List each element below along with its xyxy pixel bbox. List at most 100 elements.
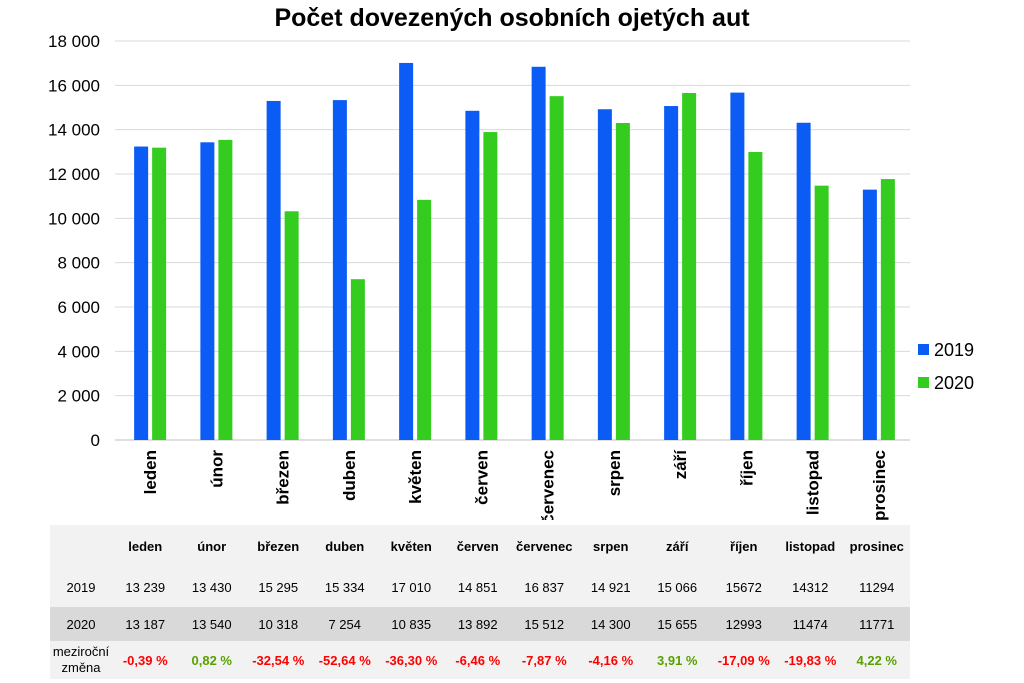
bar-2019-srpen xyxy=(597,109,612,441)
bar-2020-září xyxy=(682,92,697,440)
x-tick-label: květen xyxy=(406,450,425,504)
change-label-line2: změna xyxy=(61,660,101,675)
x-tick-label: leden xyxy=(141,450,160,494)
table-header-cell: březen xyxy=(245,525,312,567)
bar-2019-září xyxy=(664,106,679,441)
table-cell: 2020 xyxy=(50,607,112,641)
table-cell: 14 921 xyxy=(577,567,644,607)
y-tick-label: 12 000 xyxy=(48,165,100,184)
bar-2020-červenec xyxy=(549,96,564,440)
bar-2019-únor xyxy=(200,142,215,440)
table-cell: 15672 xyxy=(710,567,777,607)
change-cell: -4,16 % xyxy=(577,641,644,679)
change-cell: -36,30 % xyxy=(378,641,445,679)
y-tick-label: 10 000 xyxy=(48,209,100,228)
change-cell: 0,82 % xyxy=(178,641,245,679)
bar-2020-červen xyxy=(483,132,498,440)
y-tick-label: 4 000 xyxy=(57,342,100,361)
table-cell: 11294 xyxy=(843,567,910,607)
x-tick-label: listopad xyxy=(804,450,823,515)
table-cell: 12993 xyxy=(710,607,777,641)
x-tick-label: březen xyxy=(274,450,293,505)
legend-swatch-2020 xyxy=(918,377,929,388)
x-tick-label: červenec xyxy=(539,450,558,520)
table-cell: 15 655 xyxy=(644,607,711,641)
table-cell: 13 187 xyxy=(112,607,179,641)
table-header-cell: únor xyxy=(178,525,245,567)
bar-2019-leden xyxy=(134,146,149,440)
gridlines xyxy=(115,40,910,441)
table-cell: 16 837 xyxy=(511,567,578,607)
change-cell: -6,46 % xyxy=(444,641,511,679)
table-cell: 13 430 xyxy=(178,567,245,607)
bar-2020-prosinec xyxy=(880,179,895,440)
x-tick-label: červen xyxy=(472,450,491,505)
table-header-cell: červen xyxy=(444,525,511,567)
table-header-cell: září xyxy=(644,525,711,567)
table-row-2019: 2019 13 239 13 430 15 295 15 334 17 010 14 851… xyxy=(50,567,910,607)
table-header-cell: prosinec xyxy=(843,525,910,567)
table-cell: 15 334 xyxy=(311,567,378,607)
y-tick-label: 14 000 xyxy=(48,121,100,140)
table-cell: 14312 xyxy=(777,567,844,607)
x-tick-label: únor xyxy=(207,450,226,488)
change-row-label: meziroční změna xyxy=(50,641,112,679)
table-cell: 14 851 xyxy=(444,567,511,607)
table-header-cell: leden xyxy=(112,525,179,567)
table-header-cell: duben xyxy=(311,525,378,567)
x-tick-label: duben xyxy=(340,450,359,501)
bar-2020-srpen xyxy=(615,123,630,441)
table-header-cell: červenec xyxy=(511,525,578,567)
change-cell: 3,91 % xyxy=(644,641,711,679)
legend-swatch-2019 xyxy=(918,344,929,355)
table-cell: 13 892 xyxy=(444,607,511,641)
bar-2019-červenec xyxy=(531,66,546,440)
y-tick-label: 2 000 xyxy=(57,387,100,406)
bar-2019-duben xyxy=(332,100,347,440)
table-cell: 15 066 xyxy=(644,567,711,607)
change-cell: -0,39 % xyxy=(112,641,179,679)
table-cell: 11474 xyxy=(777,607,844,641)
table-header-cell: listopad xyxy=(777,525,844,567)
change-cell: -52,64 % xyxy=(311,641,378,679)
bar-chart: 0 2 000 4 000 6 000 8 000 10 000 12 000 14 000 1… xyxy=(48,32,974,520)
y-tick-label: 6 000 xyxy=(57,298,100,317)
bar-2020-květen xyxy=(417,199,432,440)
table-cell: 2019 xyxy=(50,567,112,607)
bar-2019-březen xyxy=(266,100,281,441)
table-cell: 13 239 xyxy=(112,567,179,607)
bar-2019-prosinec xyxy=(862,189,877,440)
x-tick-label: říjen xyxy=(737,450,756,486)
y-tick-label: 0 xyxy=(91,431,100,450)
legend-label-2019: 2019 xyxy=(934,340,974,360)
table-cell: 17 010 xyxy=(378,567,445,607)
table-header-cell: květen xyxy=(378,525,445,567)
table-cell: 7 254 xyxy=(311,607,378,641)
table-cell: 13 540 xyxy=(178,607,245,641)
x-axis-ticks: leden únor březen duben květen červen červenec… xyxy=(141,449,889,520)
bar-2020-únor xyxy=(218,139,233,440)
bar-2020-listopad xyxy=(814,185,829,440)
bar-2020-březen xyxy=(284,211,299,440)
table-cell: 10 835 xyxy=(378,607,445,641)
change-cell: 4,22 % xyxy=(843,641,910,679)
change-cell: -32,54 % xyxy=(245,641,312,679)
y-tick-label: 8 000 xyxy=(57,254,100,273)
bars xyxy=(134,62,895,441)
change-label-line1: meziroční xyxy=(52,644,110,659)
change-cell: -19,83 % xyxy=(777,641,844,679)
table-row-change: meziroční změna -0,39 % 0,82 % -32,54 % -52… xyxy=(50,641,910,679)
y-tick-label: 16 000 xyxy=(48,76,100,95)
data-table: leden únor březen duben květen červen červenec… xyxy=(50,525,910,679)
y-tick-label: 18 000 xyxy=(48,32,100,51)
legend: 2019 2020 xyxy=(918,340,974,393)
bar-2019-listopad xyxy=(796,122,811,440)
y-axis-ticks: 0 2 000 4 000 6 000 8 000 10 000 12 000 14 000 1… xyxy=(48,32,100,450)
bar-2019-říjen xyxy=(730,92,745,440)
table-cell: 14 300 xyxy=(577,607,644,641)
chart-title: Počet dovezených osobních ojetých aut xyxy=(274,4,750,32)
table-cell: 10 318 xyxy=(245,607,312,641)
bar-2020-duben xyxy=(350,279,365,440)
x-tick-label: srpen xyxy=(605,450,624,496)
table-cell: 15 512 xyxy=(511,607,578,641)
